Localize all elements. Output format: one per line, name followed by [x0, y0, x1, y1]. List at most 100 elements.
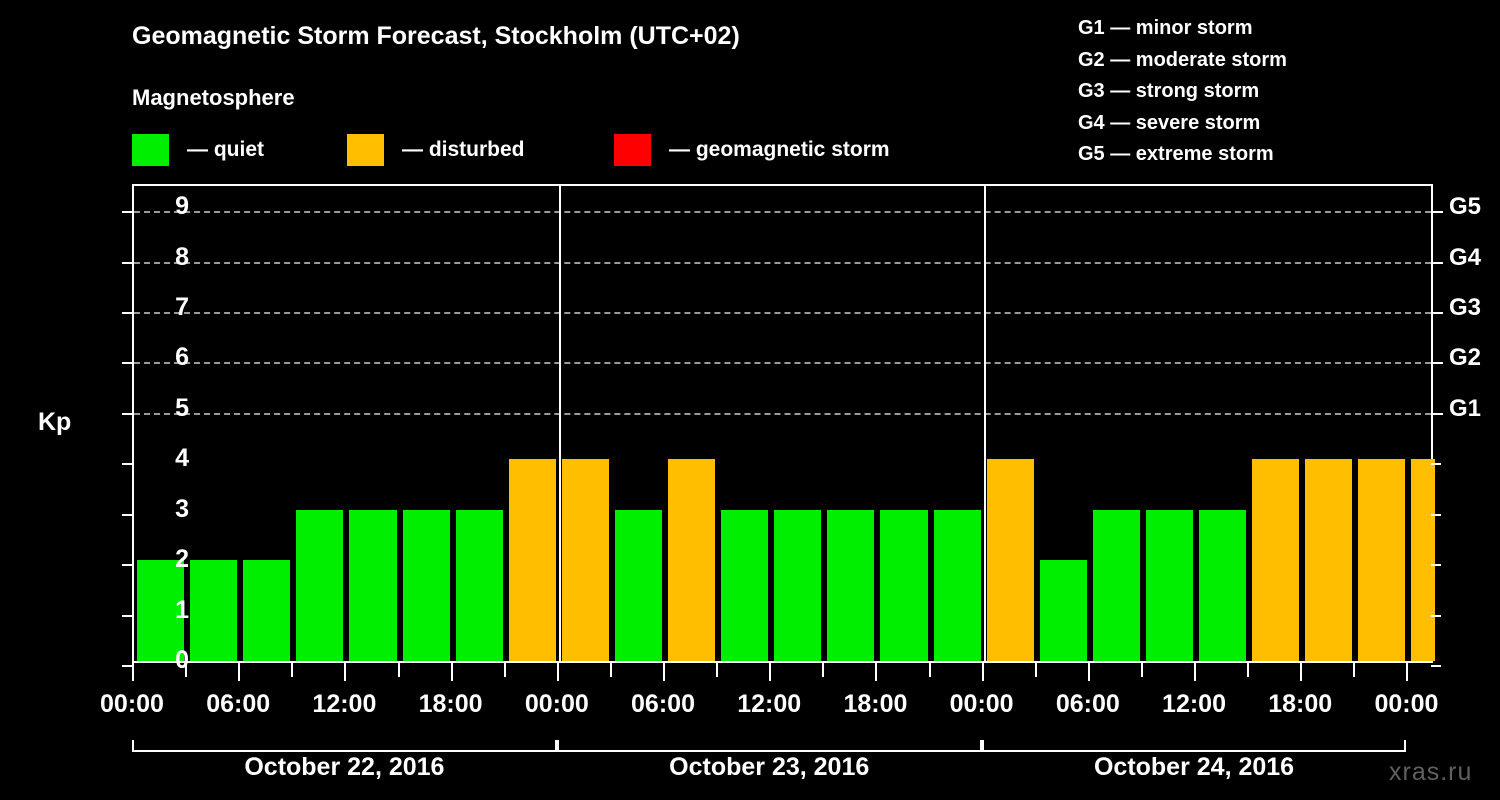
- bar[interactable]: [402, 509, 450, 661]
- day-label: October 24, 2016: [1093, 753, 1295, 781]
- right-minor-tick: [1431, 564, 1441, 567]
- y-tick-label: 8: [175, 242, 189, 271]
- day-separator: [983, 186, 986, 661]
- gridline-kp-5: [134, 412, 1431, 415]
- x-tick-label: 00:00: [1374, 690, 1439, 718]
- gridline-kp-9: [134, 211, 1431, 214]
- day-bracket: [132, 740, 557, 752]
- right-tick-G5: [1431, 211, 1443, 214]
- page-title: Geomagnetic Storm Forecast, Stockholm (U…: [132, 22, 740, 50]
- x-tick: [981, 663, 984, 681]
- y-tick: [122, 513, 134, 516]
- x-tick: [503, 663, 506, 677]
- bar[interactable]: [1145, 509, 1194, 661]
- bar[interactable]: [774, 509, 822, 661]
- bar[interactable]: [1199, 509, 1247, 661]
- bar[interactable]: [243, 560, 291, 661]
- g-legend-line-1: G1 — minor storm: [1078, 17, 1253, 39]
- bar[interactable]: [668, 459, 716, 661]
- y-tick-label: 0: [175, 646, 189, 674]
- y-tick: [122, 261, 134, 264]
- right-minor-tick: [1431, 665, 1441, 667]
- g-legend-line-2: G2 — moderate storm: [1078, 48, 1287, 71]
- x-tick-label: 12:00: [737, 690, 802, 718]
- bar[interactable]: [1039, 560, 1087, 661]
- x-tick-label: 00:00: [524, 690, 589, 718]
- x-tick: [1406, 663, 1409, 681]
- bar[interactable]: [561, 459, 609, 661]
- day-separator: [558, 186, 561, 661]
- right-minor-tick: [1431, 614, 1441, 617]
- x-tick-label: 12:00: [1162, 690, 1226, 718]
- bar[interactable]: [614, 509, 662, 661]
- x-tick: [132, 663, 134, 681]
- x-tick-label: 18:00: [843, 690, 908, 718]
- x-tick: [397, 663, 400, 677]
- bar[interactable]: [721, 509, 769, 661]
- bar-series: [134, 186, 1435, 661]
- legend-label-geomagnetic-storm: — geomagnetic storm: [669, 138, 890, 161]
- y-tick-label: 7: [175, 293, 189, 322]
- x-tick: [344, 663, 347, 681]
- watermark: xras.ru: [1389, 758, 1473, 786]
- x-tick: [1194, 663, 1197, 681]
- x-tick-label: 06:00: [1055, 690, 1120, 718]
- bar[interactable]: [827, 509, 875, 661]
- bar[interactable]: [1092, 509, 1140, 661]
- right-tick-label-G1: G1: [1449, 394, 1482, 422]
- bar[interactable]: [137, 560, 185, 661]
- bar[interactable]: [296, 509, 344, 661]
- bar[interactable]: [1252, 459, 1300, 661]
- y-tick: [122, 412, 134, 415]
- right-tick-G2: [1431, 362, 1443, 365]
- g-legend-line-3: G3 — strong storm: [1078, 80, 1260, 102]
- x-tick: [185, 663, 188, 677]
- bar[interactable]: [349, 509, 397, 661]
- right-tick-G3: [1431, 312, 1443, 315]
- x-tick: [1087, 663, 1090, 681]
- y-tick: [122, 614, 134, 617]
- bar[interactable]: [1411, 459, 1435, 661]
- legend-item-geomagnetic-storm: — geomagnetic storm: [614, 133, 890, 167]
- right-tick-G1: [1431, 412, 1443, 415]
- x-tick: [769, 663, 772, 681]
- gridline-kp-6: [134, 362, 1431, 365]
- y-tick: [122, 362, 134, 365]
- y-tick: [122, 665, 134, 667]
- x-tick-label: 12:00: [312, 690, 377, 718]
- legend-label-quiet: — quiet: [187, 138, 264, 161]
- legend-swatch-quiet: [132, 134, 169, 166]
- right-minor-tick: [1431, 513, 1441, 516]
- day-bracket: [981, 740, 1407, 752]
- bar[interactable]: [190, 560, 238, 661]
- y-tick-label: 9: [175, 192, 189, 221]
- legend-swatch-disturbed: [347, 134, 384, 166]
- x-tick-label: 06:00: [631, 690, 695, 718]
- right-tick-label-G5: G5: [1449, 193, 1482, 221]
- bar[interactable]: [455, 509, 503, 661]
- x-tick: [238, 663, 241, 681]
- y-axis-title: Kp: [38, 408, 72, 436]
- x-tick: [556, 663, 559, 681]
- legend-swatch-geomagnetic-storm: [614, 134, 651, 166]
- bar[interactable]: [986, 459, 1034, 661]
- y-tick-label: 3: [175, 494, 189, 523]
- right-tick-G4: [1431, 261, 1443, 264]
- bar[interactable]: [508, 459, 556, 661]
- x-tick-label: 18:00: [1268, 690, 1333, 718]
- legend-label-disturbed: — disturbed: [402, 138, 525, 161]
- x-tick: [1034, 663, 1037, 677]
- gridline-kp-8: [134, 261, 1431, 264]
- x-tick: [928, 663, 931, 677]
- x-tick: [1353, 663, 1356, 677]
- y-tick: [122, 463, 134, 466]
- chart-subtitle: Magnetosphere: [132, 85, 295, 110]
- bar[interactable]: [1358, 459, 1406, 661]
- x-tick: [291, 663, 294, 677]
- g-scale-legend: G1 — minor storm G2 — moderate storm G3 — …: [1078, 13, 1287, 171]
- bar[interactable]: [1305, 459, 1353, 661]
- bar[interactable]: [880, 509, 928, 661]
- bar[interactable]: [933, 509, 981, 661]
- x-tick: [716, 663, 719, 677]
